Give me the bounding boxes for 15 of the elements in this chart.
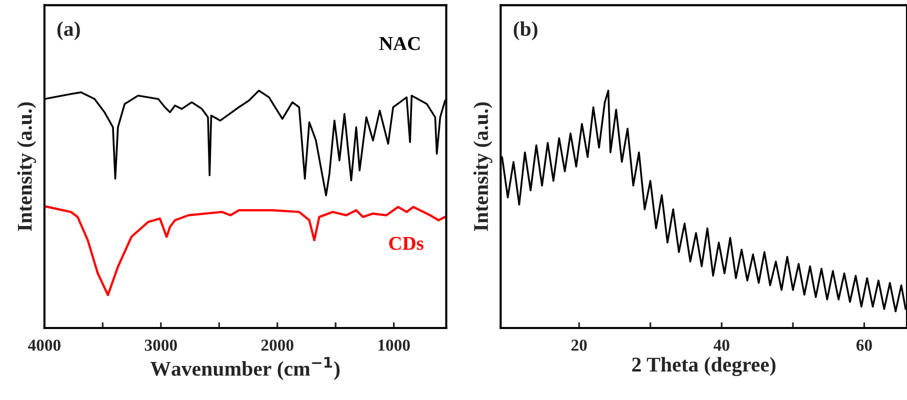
series-label: CDs <box>389 236 424 250</box>
x-tick-label: 1000 <box>378 340 410 351</box>
x-tick-label: 3000 <box>144 340 177 351</box>
x-axis-title: Wavenumber (cm$^{−1}$) <box>150 357 340 380</box>
x-tick-label: 40 <box>714 340 730 351</box>
y-axis-title: Intensity (a.u.) <box>473 102 492 232</box>
text: NAC <box>379 37 420 50</box>
x-tick-label: 20 <box>571 340 587 351</box>
text: (a) <box>57 21 80 40</box>
x-tick-label: 60 <box>856 340 872 351</box>
x-axis-title: 2 Theta (degree) <box>632 357 776 376</box>
x-tick-label: 4000 <box>28 340 60 351</box>
y-axis-title: Intensity (a.u.) <box>17 102 36 232</box>
x-tick-label: 2000 <box>261 340 294 351</box>
text: (b) <box>514 21 538 40</box>
